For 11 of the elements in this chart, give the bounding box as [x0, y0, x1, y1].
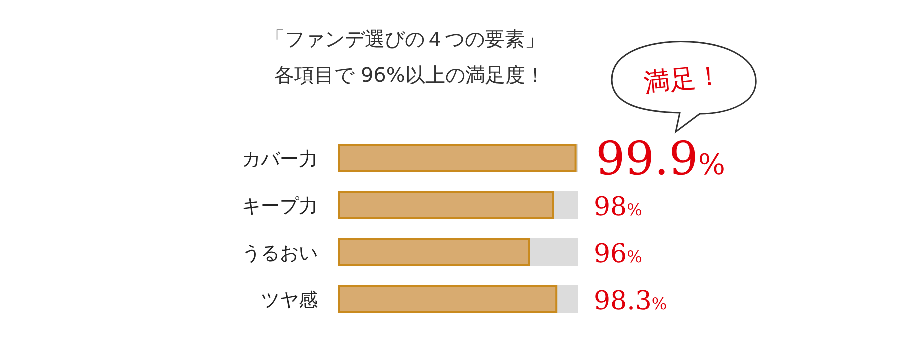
- data-label: 99.9%: [596, 132, 726, 186]
- y-tick-label: ツヤ感: [261, 290, 318, 312]
- text: 満足！: [642, 61, 724, 100]
- data-label: 98.3%: [594, 286, 668, 316]
- y-tick-label: うるおい: [242, 242, 318, 264]
- y-tick-label: カバー力: [242, 148, 318, 170]
- data-label: 96%: [594, 240, 642, 270]
- chart-title: 「ファンデ選びの４つの要素」: [265, 27, 545, 51]
- chart-subtitle: 各項目で 96%以上の満足度！: [274, 63, 546, 87]
- data-label: 98%: [594, 192, 642, 222]
- y-tick-label: キープ力: [242, 196, 318, 218]
